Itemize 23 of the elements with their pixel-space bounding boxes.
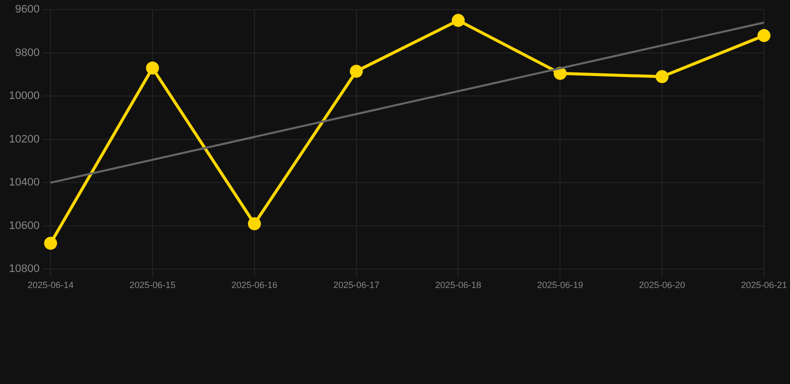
point [146,62,159,75]
x-tick-label: 2025-06-18 [435,280,482,290]
x-tick-label: 2025-06-20 [639,280,686,290]
x-tick-label: 2025-06-15 [129,280,176,290]
x-tick-label: 2025-06-14 [28,280,74,290]
y-tick-label: 10600 [8,220,40,232]
x-tick-label: 2025-06-16 [231,280,278,290]
point [656,70,669,84]
y-tick-label: 9600 [15,4,40,16]
x-tick-label: 2025-06-19 [537,280,584,290]
point [350,64,363,78]
point [554,66,567,80]
y-tick-label: 10200 [8,133,40,146]
y-tick-label: 10000 [8,90,40,102]
y-tick-label: 9800 [15,46,40,59]
x-tick-label: 2025-06-21 [740,280,788,290]
y-tick-label: 10400 [8,176,40,189]
point [248,217,261,230]
x-tick-label: 2025-06-17 [333,280,380,290]
point [757,29,770,42]
y-tick-label: 10800 [8,263,40,276]
point [44,236,58,250]
point [452,14,465,27]
